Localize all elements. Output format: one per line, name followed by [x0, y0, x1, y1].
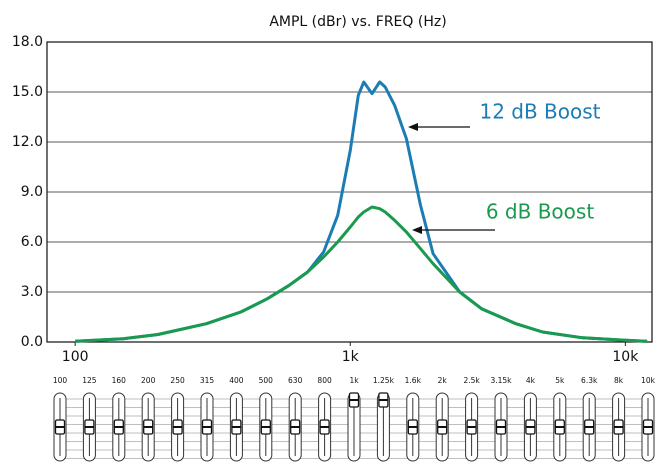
arrow-head	[412, 226, 422, 234]
eq-band-label: 3.15k	[490, 376, 512, 385]
y-tick-label: 15.0	[12, 84, 43, 100]
eq-band-label: 1.6k	[405, 376, 422, 385]
eq-slider-knob	[201, 419, 213, 435]
eq-slider-knob	[348, 392, 360, 408]
chart-title: AMPL (dBr) vs. FREQ (Hz)	[269, 14, 446, 30]
eq-slider-knob	[143, 419, 154, 435]
eq-band-label: 5k	[555, 376, 565, 385]
eq-band-label: 1.25k	[373, 376, 395, 385]
x-tick-label: 1k	[342, 349, 360, 365]
eq-band-label: 500	[259, 376, 274, 385]
eq-band-label: 400	[229, 376, 244, 385]
eq-slider-knob	[54, 419, 66, 435]
eq-band-label: 10k	[641, 376, 656, 385]
eq-slider-knob	[437, 419, 448, 435]
y-tick-label: 6.0	[21, 234, 43, 250]
x-tick-label: 100	[62, 349, 89, 365]
eq-band-label: 250	[170, 376, 185, 385]
y-tick-label: 9.0	[21, 184, 43, 200]
eq-band-label: 100	[53, 376, 68, 385]
eq-slider-knob	[642, 419, 654, 435]
eq-slider-knob	[113, 419, 124, 435]
eq-band-label: 2k	[438, 376, 448, 385]
series-line	[75, 205, 648, 343]
legend-label: 12 dB Boost	[479, 100, 600, 124]
eq-band-label: 8k	[614, 376, 624, 385]
eq-band-label: 160	[112, 376, 127, 385]
arrow-head	[408, 123, 418, 131]
eq-slider-knob	[231, 419, 242, 435]
eq-slider-knob	[172, 419, 183, 435]
eq-slider-knob	[378, 392, 389, 408]
eq-slider-knob	[290, 419, 301, 435]
eq-band-label: 4k	[526, 376, 536, 385]
legend-label: 6 dB Boost	[486, 200, 594, 224]
eq-band-label: 125	[82, 376, 97, 385]
eq-band-label: 800	[317, 376, 332, 385]
eq-band-label: 2.5k	[463, 376, 480, 385]
y-tick-label: 18.0	[12, 34, 43, 50]
eq-band-label: 6.3k	[581, 376, 598, 385]
eq-slider-knob	[466, 419, 477, 435]
eq-slider-knob	[554, 419, 565, 435]
y-tick-label: 3.0	[21, 284, 43, 300]
eq-slider-knob	[525, 419, 536, 435]
eq-slider-knob	[319, 419, 330, 435]
eq-band-label: 1k	[349, 376, 359, 385]
eq-slider-knob	[407, 419, 418, 435]
eq-band-label: 630	[288, 376, 303, 385]
eq-slider-knob	[84, 419, 95, 435]
eq-band-label: 315	[200, 376, 215, 385]
eq-slider-knob	[584, 419, 595, 435]
eq-slider-knob	[495, 419, 507, 435]
eq-slider-knob	[613, 419, 624, 435]
y-tick-label: 0.0	[21, 334, 43, 350]
eq-band-label: 200	[141, 376, 156, 385]
y-tick-label: 12.0	[12, 134, 43, 150]
x-tick-label: 10k	[612, 349, 639, 365]
plot-frame	[46, 41, 653, 343]
eq-slider-knob	[260, 419, 271, 435]
